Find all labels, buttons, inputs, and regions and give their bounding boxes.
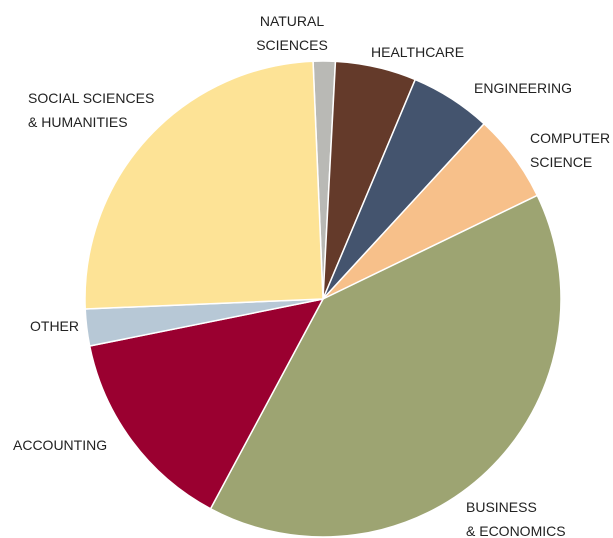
- slice-label: ENGINEERING: [474, 80, 572, 96]
- slice-label: COMPUTER SCIENCE: [530, 130, 610, 170]
- label-line: ENGINEERING: [474, 80, 572, 96]
- label-line: COMPUTER: [530, 130, 610, 146]
- pie-slice: [209, 194, 562, 538]
- label-line: SCIENCES: [256, 37, 328, 53]
- slice-label: OTHER: [30, 318, 79, 334]
- label-line: HEALTHCARE: [371, 44, 464, 60]
- label-line: SOCIAL SCIENCES: [28, 90, 154, 106]
- pie-slice: [88, 297, 325, 510]
- label-line: ACCOUNTING: [13, 437, 107, 453]
- label-line: SCIENCE: [530, 154, 592, 170]
- slice-label: NATURAL SCIENCES: [256, 13, 328, 53]
- label-line: OTHER: [30, 318, 79, 334]
- label-line: NATURAL: [260, 13, 325, 29]
- label-line: & ECONOMICS: [466, 523, 566, 538]
- pie-slice: [84, 60, 324, 310]
- slice-label: SOCIAL SCIENCES & HUMANITIES: [28, 90, 154, 130]
- label-line: & HUMANITIES: [28, 114, 128, 130]
- slice-label: ACCOUNTING: [13, 437, 107, 453]
- slice-label: HEALTHCARE: [371, 44, 464, 60]
- label-line: BUSINESS: [466, 499, 537, 515]
- slice-label: BUSINESS & ECONOMICS: [466, 499, 566, 538]
